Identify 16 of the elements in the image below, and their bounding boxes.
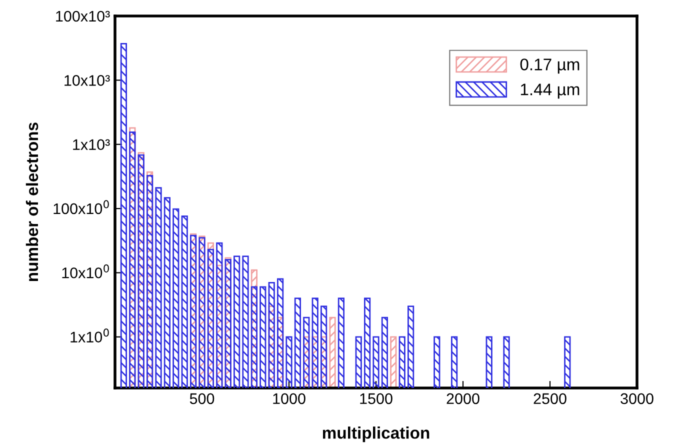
x-axis-title: multiplication [322,426,430,442]
x-tick-label: 2000 [446,393,480,404]
y-tick-label: 100x10$^{0}$ [54,200,109,214]
y-tick-label: 1x10³ [73,139,110,150]
y-tick-label: 10x10³ [64,75,110,86]
legend-label: 1.44 µm [520,84,580,99]
x-tick-label: 1000 [273,393,306,404]
y-tick-label: 1x10$^{0}$ [70,328,109,342]
y-tick-label: 100x10³ [56,10,110,22]
y-tick-label: 10x10$^{0}$ [62,264,109,278]
legend-label: 0.17 µm [520,58,580,74]
x-tick-label: 1500 [360,393,392,404]
x-tick-label: 3000 [620,393,654,404]
y-axis-title: number of electrons [26,122,38,282]
x-tick-label: 2500 [534,393,566,404]
x-tick-label: 500 [190,393,214,404]
